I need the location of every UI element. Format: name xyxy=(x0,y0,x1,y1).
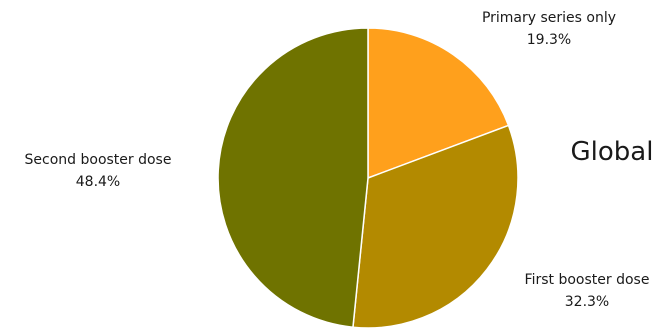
slice-name-primary-series-only: Primary series only xyxy=(482,10,616,26)
slice-value-first-booster-dose: 32.3% xyxy=(565,294,609,310)
chart-title: Global xyxy=(571,137,654,167)
slice-value-primary-series-only: 19.3% xyxy=(527,32,571,48)
pie-slice-primary-series-only xyxy=(367,27,510,180)
slice-label-first-booster-dose: First booster dose 32.3% xyxy=(525,272,650,310)
slice-label-primary-series-only: Primary series only 19.3% xyxy=(482,10,616,48)
pie-slices xyxy=(217,27,519,329)
pie-slice-first-booster-dose xyxy=(352,124,519,329)
slice-label-second-booster-dose: Second booster dose 48.4% xyxy=(25,152,172,190)
slice-name-first-booster-dose: First booster dose xyxy=(525,272,650,288)
slice-name-second-booster-dose: Second booster dose xyxy=(25,152,172,168)
slice-value-second-booster-dose: 48.4% xyxy=(76,174,120,190)
pie-slice-second-booster-dose xyxy=(217,27,369,329)
